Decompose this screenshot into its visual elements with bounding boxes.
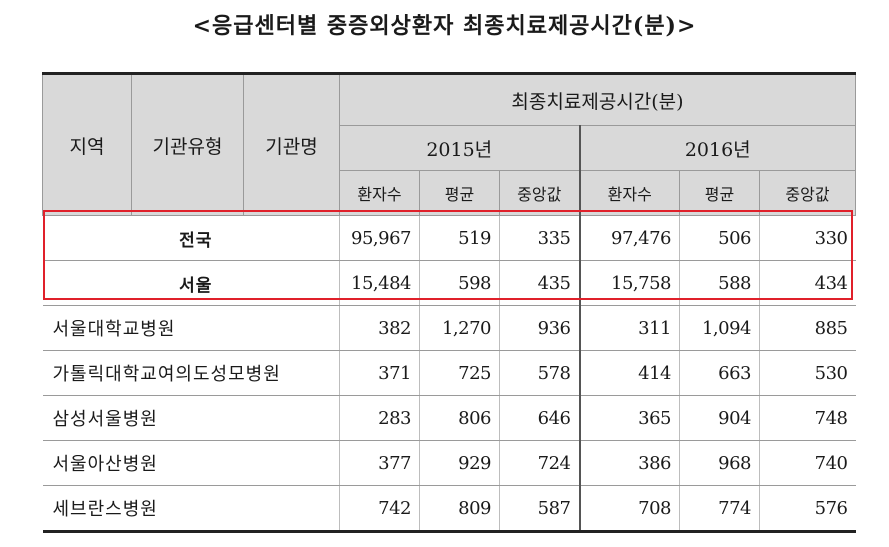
cell-patients-2016: 708 bbox=[578, 485, 680, 533]
cell-median-2015: 435 bbox=[499, 260, 580, 306]
hospital-name: 가톨릭대학교여의도성모병원 bbox=[42, 350, 340, 396]
header-median-2015: 중앙값 bbox=[499, 170, 580, 216]
cell-average-2016: 1,094 bbox=[679, 305, 760, 351]
cell-median-2015: 936 bbox=[499, 305, 580, 351]
hospital-name: 서울대학교병원 bbox=[42, 305, 340, 351]
cell-patients-2015: 742 bbox=[339, 485, 420, 533]
cell-patients-2016: 365 bbox=[578, 395, 680, 441]
cell-patients-2016: 311 bbox=[578, 305, 680, 351]
cell-patients-2015: 15,484 bbox=[339, 260, 420, 306]
cell-patients-2015: 283 bbox=[339, 395, 420, 441]
header-year-2016: 2016년 bbox=[578, 125, 856, 171]
header-institution-name: 기관명 bbox=[243, 72, 340, 216]
summary-row-national: 전국 95,967 519 335 97,476 506 330 bbox=[42, 215, 856, 261]
cell-average-2015: 598 bbox=[419, 260, 500, 306]
header-year-2015: 2015년 bbox=[339, 125, 580, 171]
row-label: 전국 bbox=[42, 215, 340, 261]
row-label: 서울 bbox=[42, 260, 340, 306]
table-row: 서울아산병원 377 929 724 386 968 740 bbox=[42, 440, 856, 486]
hospital-name: 삼성서울병원 bbox=[42, 395, 340, 441]
cell-average-2015: 1,270 bbox=[419, 305, 500, 351]
cell-patients-2016: 97,476 bbox=[578, 215, 680, 261]
cell-median-2016: 530 bbox=[759, 350, 856, 396]
header-institution-type: 기관유형 bbox=[131, 72, 244, 216]
cell-median-2015: 578 bbox=[499, 350, 580, 396]
cell-median-2016: 740 bbox=[759, 440, 856, 486]
treatment-time-table: 지역 기관유형 기관명 최종치료제공시간(분) 2015년 2016년 환자수 … bbox=[42, 72, 856, 533]
cell-median-2015: 724 bbox=[499, 440, 580, 486]
cell-average-2016: 663 bbox=[679, 350, 760, 396]
header-median-2016: 중앙값 bbox=[759, 170, 856, 216]
cell-median-2016: 748 bbox=[759, 395, 856, 441]
cell-median-2015: 335 bbox=[499, 215, 580, 261]
table-row: 세브란스병원 742 809 587 708 774 576 bbox=[42, 485, 856, 533]
hospital-name: 세브란스병원 bbox=[42, 485, 340, 533]
table-row: 삼성서울병원 283 806 646 365 904 748 bbox=[42, 395, 856, 441]
cell-median-2015: 646 bbox=[499, 395, 580, 441]
table-row: 가톨릭대학교여의도성모병원 371 725 578 414 663 530 bbox=[42, 350, 856, 396]
hospital-name: 서울아산병원 bbox=[42, 440, 340, 486]
cell-average-2016: 506 bbox=[679, 215, 760, 261]
cell-patients-2016: 386 bbox=[578, 440, 680, 486]
cell-average-2015: 725 bbox=[419, 350, 500, 396]
cell-average-2016: 968 bbox=[679, 440, 760, 486]
cell-median-2016: 885 bbox=[759, 305, 856, 351]
cell-average-2016: 588 bbox=[679, 260, 760, 306]
cell-median-2016: 576 bbox=[759, 485, 856, 533]
header-patients-2015: 환자수 bbox=[339, 170, 420, 216]
table-title: <응급센터별 중증외상환자 최종치료제공시간(분)> bbox=[192, 13, 697, 39]
cell-patients-2015: 95,967 bbox=[339, 215, 420, 261]
cell-patients-2015: 377 bbox=[339, 440, 420, 486]
header-region: 지역 bbox=[42, 72, 132, 216]
header-group: 최종치료제공시간(분) bbox=[339, 72, 856, 126]
header-patients-2016: 환자수 bbox=[578, 170, 680, 216]
cell-average-2016: 904 bbox=[679, 395, 760, 441]
cell-median-2015: 587 bbox=[499, 485, 580, 533]
cell-average-2015: 806 bbox=[419, 395, 500, 441]
cell-median-2016: 434 bbox=[759, 260, 856, 306]
cell-patients-2016: 414 bbox=[578, 350, 680, 396]
table-row: 서울대학교병원 382 1,270 936 311 1,094 885 bbox=[42, 305, 856, 351]
cell-patients-2016: 15,758 bbox=[578, 260, 680, 306]
cell-median-2016: 330 bbox=[759, 215, 856, 261]
summary-row-seoul: 서울 15,484 598 435 15,758 588 434 bbox=[42, 260, 856, 306]
cell-average-2015: 929 bbox=[419, 440, 500, 486]
cell-patients-2015: 382 bbox=[339, 305, 420, 351]
cell-average-2016: 774 bbox=[679, 485, 760, 533]
cell-patients-2015: 371 bbox=[339, 350, 420, 396]
cell-average-2015: 809 bbox=[419, 485, 500, 533]
cell-average-2015: 519 bbox=[419, 215, 500, 261]
header-average-2016: 평균 bbox=[679, 170, 760, 216]
header-average-2015: 평균 bbox=[419, 170, 500, 216]
